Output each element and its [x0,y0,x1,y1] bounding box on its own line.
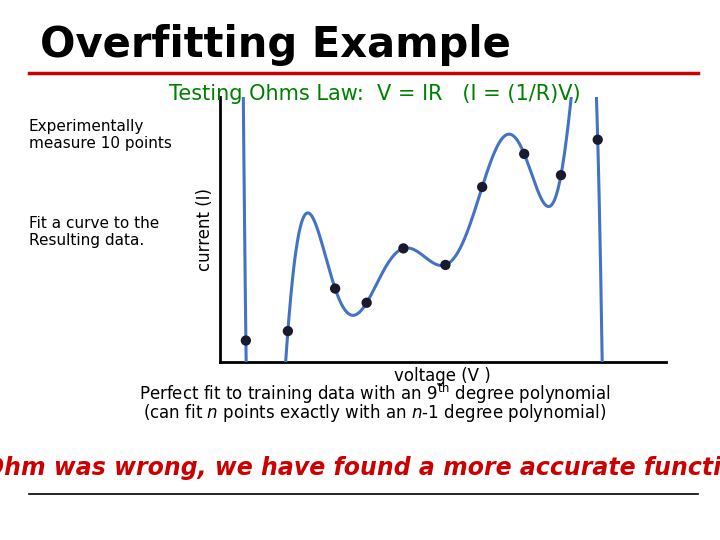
Point [240,336,251,345]
Text: (can fit $n$ points exactly with an $n$-1 degree polynomial): (can fit $n$ points exactly with an $n$-… [143,402,606,424]
Text: Fit a curve to the
Resulting data.: Fit a curve to the Resulting data. [29,216,159,248]
Point [397,244,409,253]
Y-axis label: current (I): current (I) [196,188,214,271]
Text: Overfitting Example: Overfitting Example [40,24,510,66]
Point [329,284,341,293]
Point [592,136,603,144]
Text: Ohm was wrong, we have found a more accurate function!: Ohm was wrong, we have found a more accu… [0,456,720,480]
Text: Perfect fit to training data with an $9^{\rm th}$ degree polynomial: Perfect fit to training data with an $9^… [138,381,611,406]
X-axis label: voltage (V ): voltage (V ) [395,367,491,386]
Point [440,261,451,269]
Point [361,299,372,307]
Point [555,171,567,179]
Text: Experimentally
measure 10 points: Experimentally measure 10 points [29,119,171,151]
Point [518,150,530,158]
Text: Testing Ohms Law:  V = IR   (I = (1/R)V): Testing Ohms Law: V = IR (I = (1/R)V) [168,84,580,104]
Point [282,327,294,335]
Point [477,183,488,191]
